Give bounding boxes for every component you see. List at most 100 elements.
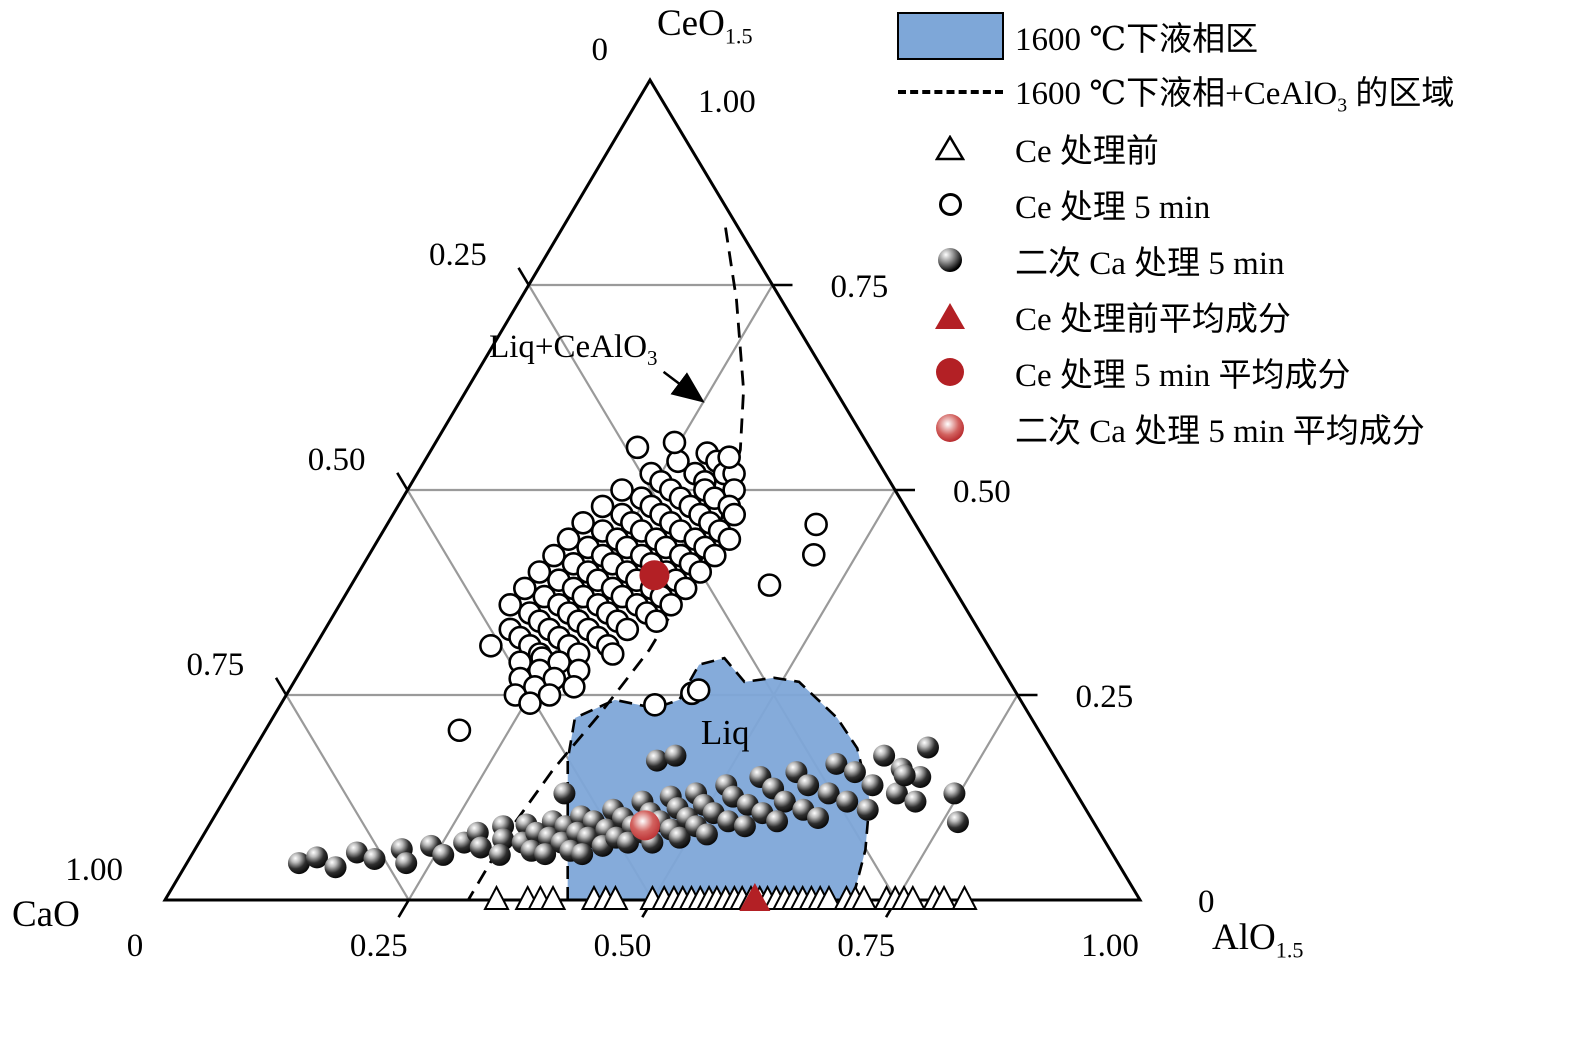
axis-label-ceo15: CeO1.5: [657, 2, 753, 49]
gridline: [285, 694, 410, 901]
axis-label-alo15-base: AlO: [1212, 917, 1276, 958]
legend-item-ca-5min: 二次 Ca 处理 5 min: [893, 232, 1454, 288]
legend-label-pre: 1600 ℃下液相+CeAlO: [1015, 76, 1338, 113]
bottom-axis-tick-label: 0.75: [837, 928, 895, 964]
point-black-ball: [287, 852, 310, 875]
point-black-ball: [817, 782, 840, 805]
legend-label-ce-5min: Ce 处理 5 min: [1015, 190, 1211, 226]
point-black-ball: [668, 826, 691, 849]
point-open-circle: [571, 510, 595, 535]
left-axis-tick-label: 1.00: [65, 852, 123, 888]
left-axis-tick-label: 0: [592, 32, 609, 68]
legend-swatch-col: [893, 192, 1007, 216]
right-axis-tick-label: 0.75: [831, 269, 889, 305]
annotation-liq-cealo3: Liq+CeAlO3: [489, 329, 657, 370]
right-axis-tick-label: 0.50: [953, 474, 1011, 510]
point-open-circle: [590, 494, 615, 519]
point-black-ball: [861, 774, 884, 797]
point-open-circle: [703, 543, 727, 568]
point-open-circle: [556, 527, 581, 552]
point-black-ball: [345, 841, 368, 864]
point-black-ball: [856, 798, 879, 821]
legend-item-ce-5min-avg: Ce 处理 5 min 平均成分: [893, 344, 1454, 400]
point-black-ball: [553, 782, 576, 805]
point-black-ball: [893, 764, 916, 787]
point-open-circle: [498, 592, 523, 617]
bottom-axis-tick-label: 0.50: [594, 928, 652, 964]
legend-swatch-col: [893, 90, 1007, 94]
annotation-liq: Liq: [701, 713, 750, 752]
legend-swatch-col: [893, 301, 1007, 331]
point-open-circle: [688, 560, 713, 584]
bottom-axis-tick-label: 0.25: [350, 928, 408, 964]
point-open-circle: [610, 478, 634, 502]
legend-label-ce-5min-avg: Ce 处理 5 min 平均成分: [1015, 358, 1351, 394]
bottom-axis-tick-label: 1.00: [1081, 928, 1139, 964]
point-black-ball: [664, 744, 687, 767]
point-open-circle: [600, 642, 625, 666]
point-open-triangle: [539, 884, 567, 910]
axis-label-alo15: AlO1.5: [1212, 916, 1303, 963]
point-open-circle: [562, 674, 586, 699]
point-black-ball: [873, 744, 896, 767]
point-black-ball: [363, 848, 386, 870]
point-open-circle: [512, 576, 537, 601]
point-open-circle: [662, 430, 687, 455]
legend-swatch-col: [893, 12, 1007, 60]
legend-label-liq-cealo3-region: 1600 ℃下液相+CeAlO3 的区域: [1007, 66, 1454, 118]
legend-label-post: 的区域: [1347, 76, 1455, 113]
point-black-ball: [836, 790, 859, 813]
point-open-triangle: [850, 884, 878, 910]
point-open-circle: [673, 576, 698, 601]
point-open-circle: [722, 502, 747, 527]
red-circle-icon: [936, 358, 964, 386]
point-open-circle: [659, 592, 683, 617]
point-black-ball: [571, 843, 594, 866]
point-black-ball: [534, 843, 557, 866]
point-open-circle: [537, 683, 562, 707]
point-black-ball: [843, 761, 866, 784]
axis-label-ceo15-base: CeO: [657, 3, 725, 44]
point-open-circle: [615, 617, 640, 642]
point-black-ball: [773, 790, 796, 813]
open-triangle-icon: [935, 135, 965, 161]
point-black-ball: [395, 852, 418, 875]
point-black-ball: [766, 810, 789, 833]
legend-item-ca-5min-avg: 二次 Ca 处理 5 min 平均成分: [893, 400, 1454, 456]
left-axis-tick-label: 0.25: [429, 237, 487, 273]
point-open-triangle: [930, 884, 958, 910]
tick-mark: [396, 472, 409, 491]
point-black-ball: [645, 749, 668, 772]
axis-label-cao-text: CaO: [12, 894, 80, 935]
legend-swatch-dashed-line: [897, 90, 1003, 94]
legend-swatch-col: [893, 135, 1007, 161]
axis-label-alo15-sub: 1.5: [1275, 937, 1304, 963]
point-black-ball: [717, 810, 740, 833]
tick-mark: [274, 677, 288, 696]
point-black-ball: [432, 843, 455, 866]
point-open-circle: [542, 543, 566, 568]
point-open-circle: [717, 527, 742, 552]
point-open-triangle: [483, 884, 510, 910]
point-open-circle: [643, 693, 667, 717]
legend-item-ce-before: Ce 处理前: [893, 120, 1454, 176]
point-black-ball: [305, 846, 328, 869]
legend-item-liq-cealo3-region: 1600 ℃下液相+CeAlO3 的区域: [893, 64, 1454, 120]
point-open-circle: [801, 542, 826, 567]
open-circle-icon: [938, 192, 962, 216]
legend-item-liquid-region: 1600 ℃下液相区: [893, 8, 1454, 64]
left-axis-tick-label: 0.75: [187, 647, 245, 683]
point-black-ball: [695, 823, 718, 846]
point-open-circle: [479, 633, 503, 658]
legend-swatch-col: [893, 414, 1007, 442]
left-axis-tick-label: 0.50: [308, 442, 366, 478]
point-open-circle: [625, 435, 650, 460]
legend-item-ce-before-avg: Ce 处理前平均成分: [893, 288, 1454, 344]
legend-swatch-liquid-region: [896, 12, 1004, 60]
point-open-circle: [447, 718, 472, 743]
point-black-ball: [469, 836, 492, 859]
legend-swatch-col: [893, 358, 1007, 386]
annotation-arrow: [662, 370, 705, 403]
